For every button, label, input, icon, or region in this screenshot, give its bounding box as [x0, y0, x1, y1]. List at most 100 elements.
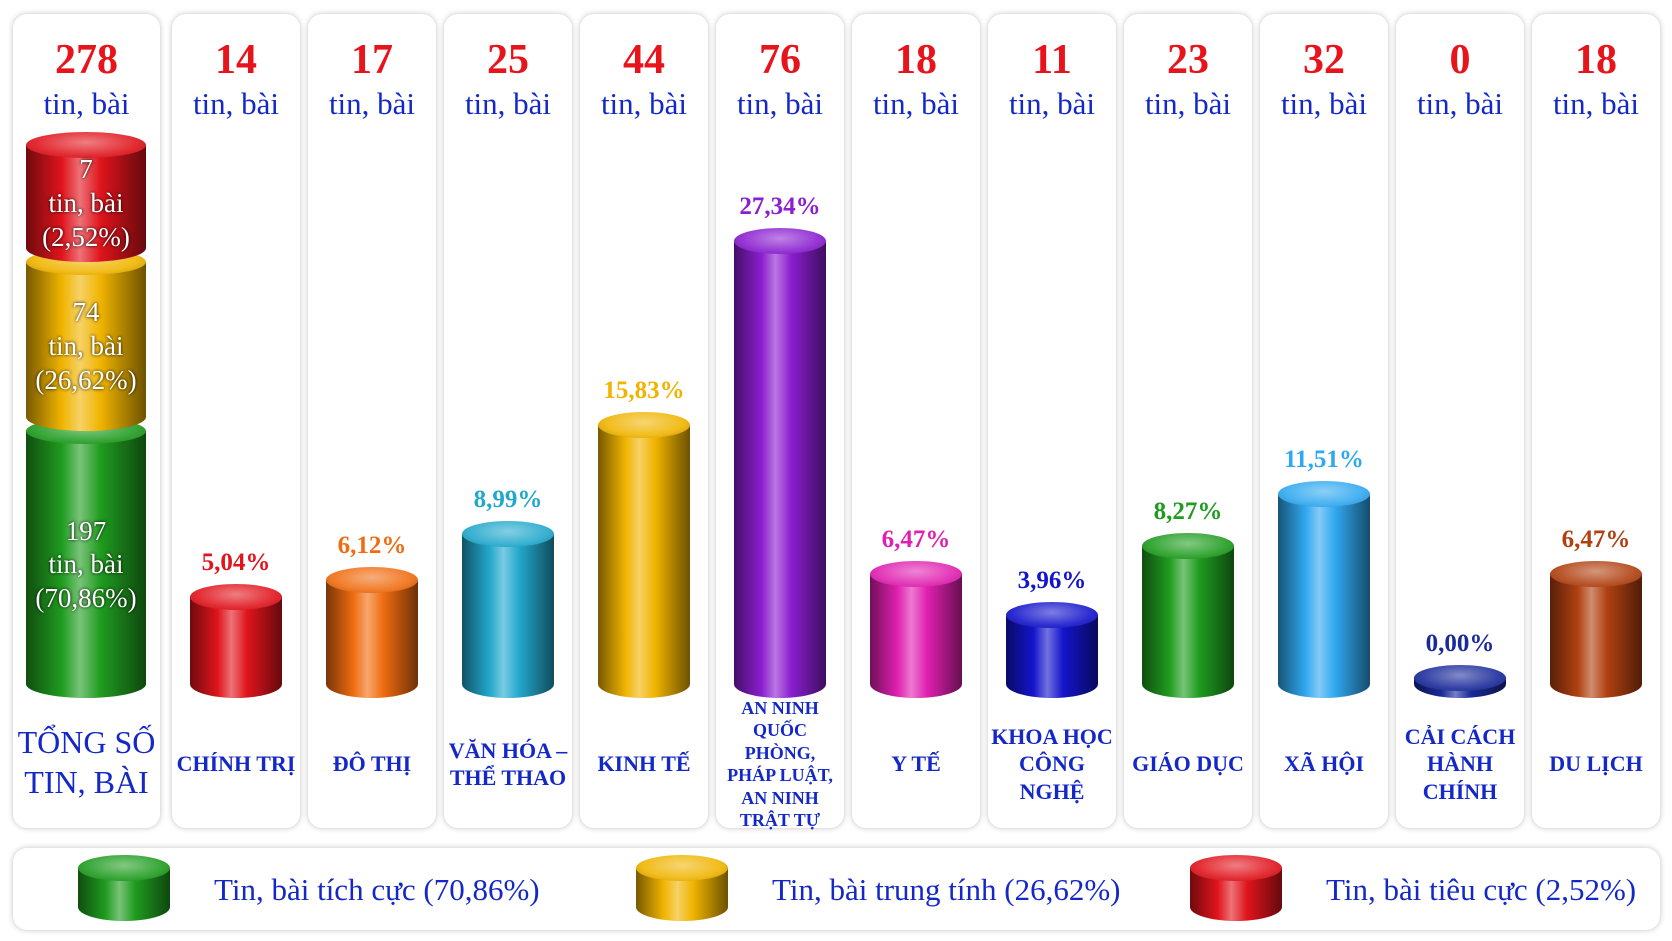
unit-label: tin, bài	[1552, 86, 1640, 121]
count-label: 18	[1575, 37, 1617, 83]
category-panel	[988, 14, 1116, 828]
category-panel	[444, 14, 572, 828]
segment-value: 74	[72, 297, 100, 328]
legend-panel	[13, 848, 1660, 930]
segment-label: 74 tin, bài (26,62%)	[26, 296, 146, 397]
unit-label: tin, bài	[1008, 86, 1096, 121]
stack-segment	[26, 145, 146, 262]
count-label: 25	[487, 37, 529, 83]
unit-label: tin, bài	[192, 86, 280, 121]
cylinder-top	[326, 567, 418, 594]
category-panel	[308, 14, 436, 828]
cylinder-top	[1006, 601, 1098, 628]
category-panel	[852, 14, 980, 828]
count-label: 11	[1032, 37, 1072, 83]
value-label: 3,96%	[1017, 566, 1087, 594]
cylinder-top	[462, 521, 554, 548]
value-label: 8,27%	[1153, 497, 1223, 525]
category-label: AN NINH QUỐC PHÒNG, PHÁP LUẬT, AN NINH T…	[727, 697, 833, 831]
category-panel	[172, 14, 300, 828]
cylinder-top	[636, 855, 728, 881]
legend-text: Tin, bài trung tính (26,62%)	[772, 872, 1121, 907]
unit-label: tin, bài	[872, 86, 960, 121]
category-panel	[1124, 14, 1252, 828]
value-label: 6,47%	[1561, 526, 1631, 554]
count-label: 17	[351, 37, 393, 83]
value-label: 8,99%	[473, 486, 543, 514]
cylinder-top	[598, 411, 690, 438]
unit-label: tin, bài	[600, 86, 688, 121]
cylinder-top	[1142, 532, 1234, 559]
count-label: 23	[1167, 37, 1209, 83]
value-label: 5,04%	[201, 549, 271, 577]
category-label: KINH TẾ	[597, 751, 691, 776]
bar	[190, 597, 282, 698]
unit-label: tin, bài	[1416, 86, 1504, 121]
bar	[1006, 614, 1098, 698]
value-label: 11,51%	[1284, 445, 1364, 473]
value-label: 6,47%	[881, 526, 951, 554]
category-label: CHÍNH TRỊ	[176, 751, 296, 776]
category-label: VĂN HÓA – THỂ THAO	[448, 737, 568, 791]
cylinder-top	[1414, 665, 1506, 691]
cylinder-top	[1550, 561, 1642, 588]
category-panel	[1396, 14, 1524, 828]
bar	[1550, 574, 1642, 698]
unit-label: tin, bài	[464, 86, 552, 121]
total-label: TỔNG SỐ TIN, BÀI	[17, 724, 156, 800]
category-label: DU LỊCH	[1549, 751, 1643, 776]
segment-value: 197	[65, 515, 107, 546]
cylinder-top	[78, 855, 170, 881]
cylinder-top	[190, 584, 282, 611]
unit-label: tin, bài	[328, 86, 416, 121]
category-label: KHOA HỌC CÔNG NGHỆ	[991, 723, 1113, 804]
category-label: GIÁO DỤC	[1132, 751, 1244, 776]
segment-unit: tin, bài	[48, 188, 124, 219]
category-label: Y TẾ	[891, 751, 941, 776]
legend-text: Tin, bài tiêu cực (2,52%)	[1326, 872, 1637, 907]
value-label: 15,83%	[603, 376, 685, 404]
segment-percent: (26,62%)	[35, 364, 137, 395]
cylinder-top	[26, 132, 146, 158]
stack-segment	[26, 431, 146, 698]
bar	[326, 580, 418, 698]
unit-label: tin, bài	[1144, 86, 1232, 121]
category-label: ĐÔ THỊ	[332, 751, 412, 776]
category-panel	[1532, 14, 1660, 828]
value-label: 27,34%	[739, 192, 821, 220]
category-label: XÃ HỘI	[1283, 751, 1365, 776]
unit-label: tin, bài	[736, 86, 824, 121]
total-count: 278	[55, 37, 118, 83]
segment-unit: tin, bài	[48, 549, 124, 580]
bar	[598, 424, 690, 698]
segment-value: 7	[79, 154, 93, 185]
unit-label: tin, bài	[43, 86, 130, 121]
cylinder-top	[734, 227, 826, 254]
count-label: 0	[1449, 37, 1471, 83]
segment-unit: tin, bài	[48, 331, 124, 362]
segment-percent: (70,86%)	[35, 583, 137, 614]
segment-percent: (2,52%)	[42, 221, 130, 252]
cylinder-top	[870, 561, 962, 588]
bar	[734, 240, 826, 698]
bar	[1142, 545, 1234, 698]
segment-label: 7 tin, bài (2,52%)	[26, 153, 146, 254]
legend-text: Tin, bài tích cực (70,86%)	[214, 872, 540, 907]
count-label: 76	[759, 37, 801, 83]
category-panel	[1260, 14, 1388, 828]
bar	[462, 534, 554, 698]
unit-label: tin, bài	[1280, 86, 1368, 121]
count-label: 18	[895, 37, 937, 83]
count-label: 44	[623, 37, 665, 83]
bar	[1278, 493, 1370, 698]
category-label: CẢI CÁCH HÀNH CHÍNH	[1404, 723, 1516, 804]
count-label: 32	[1303, 37, 1345, 83]
value-label: 6,12%	[337, 532, 407, 560]
bar	[870, 574, 962, 698]
stack-segment	[26, 261, 146, 432]
count-label: 14	[215, 37, 257, 83]
cylinder-top	[1190, 855, 1282, 881]
segment-label: 197 tin, bài (70,86%)	[26, 515, 146, 616]
